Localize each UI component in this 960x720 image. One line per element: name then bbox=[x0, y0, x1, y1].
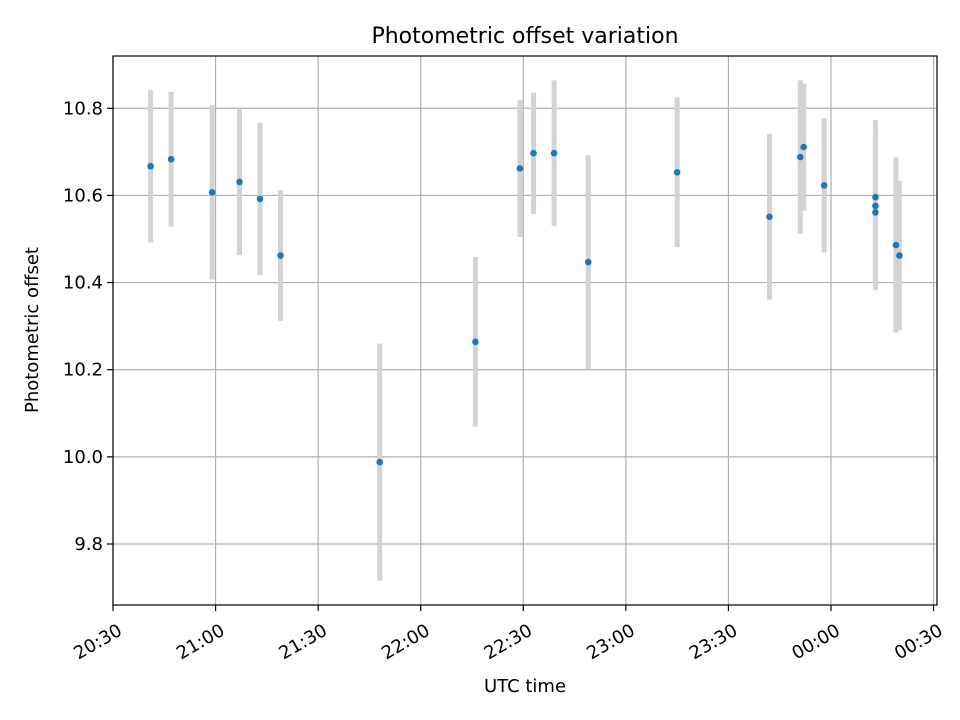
x-tick-label: 22:00 bbox=[378, 620, 433, 664]
data-point bbox=[236, 178, 243, 186]
data-point bbox=[872, 193, 879, 201]
data-point bbox=[208, 189, 216, 196]
x-tick-label: 21:30 bbox=[276, 620, 331, 664]
data-point bbox=[147, 162, 154, 170]
data-point bbox=[872, 209, 879, 216]
data-point bbox=[376, 458, 383, 466]
x-tick-label: 21:00 bbox=[173, 620, 228, 664]
data-point bbox=[472, 338, 479, 346]
y-axis-label: Photometric offset bbox=[22, 247, 43, 413]
x-tick-label: 00:00 bbox=[788, 620, 843, 664]
error-bars bbox=[148, 80, 902, 581]
data-point bbox=[820, 182, 828, 189]
data-point bbox=[892, 241, 900, 249]
data-point bbox=[167, 155, 175, 163]
axis-ticks: 20:30 21:00 21:30 22:00 22:30 23:00 23:30 00:00… bbox=[63, 98, 946, 664]
x-axis-label: UTC time bbox=[484, 676, 566, 697]
y-tick-label: 10.4 bbox=[63, 273, 103, 294]
data-point bbox=[256, 195, 264, 203]
x-tick-label: 20:30 bbox=[70, 620, 125, 664]
y-tick-label: 10.0 bbox=[63, 447, 103, 468]
y-tick-label: 10.2 bbox=[63, 360, 103, 381]
grid-lines bbox=[112, 56, 937, 605]
x-tick-label: 23:00 bbox=[583, 620, 638, 664]
chart-title: Photometric offset variation bbox=[371, 24, 678, 49]
data-point bbox=[872, 202, 879, 210]
data-point bbox=[550, 149, 558, 157]
data-point bbox=[896, 252, 903, 259]
x-tick-label: 23:30 bbox=[686, 620, 741, 664]
plot-frame bbox=[112, 55, 938, 606]
data-point bbox=[800, 143, 807, 151]
data-point bbox=[516, 165, 524, 172]
y-tick-label: 10.6 bbox=[63, 185, 103, 206]
x-tick-label: 22:30 bbox=[481, 620, 536, 664]
y-tick-label: 10.8 bbox=[63, 98, 103, 119]
data-points bbox=[147, 143, 903, 466]
data-point bbox=[277, 252, 284, 259]
data-point bbox=[796, 153, 804, 161]
data-point bbox=[530, 149, 537, 157]
y-tick-label: 9.8 bbox=[74, 534, 103, 555]
data-point bbox=[766, 213, 773, 221]
x-tick-label: 00:30 bbox=[891, 620, 946, 664]
data-point bbox=[584, 258, 592, 266]
data-point bbox=[673, 169, 681, 176]
